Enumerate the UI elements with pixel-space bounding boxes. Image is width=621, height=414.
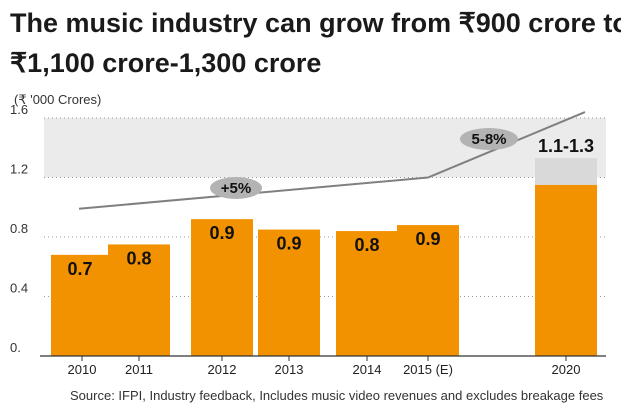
- bar-2012: [191, 219, 253, 356]
- x-tick-label: 2012: [208, 362, 237, 377]
- x-tick-label: 2014: [353, 362, 382, 377]
- trend-line: [78, 111, 586, 210]
- x-tick-label: 2015 (E): [403, 362, 453, 377]
- data-label: 0.7: [67, 259, 92, 279]
- bar-2015-E: [397, 225, 459, 356]
- x-tick-label: 2013: [275, 362, 304, 377]
- plot-area: 0. 0.4 0.8 1.2 1.6 2010 2011 2012 2013 2014 2015 (…: [10, 102, 606, 377]
- bar-2011: [108, 244, 170, 356]
- x-tick-label: 2011: [125, 362, 153, 377]
- data-label: 0.9: [209, 223, 234, 243]
- x-tick-label: 2010: [68, 362, 97, 377]
- data-label: 1.1-1.3: [538, 136, 594, 156]
- data-label: 0.9: [276, 234, 301, 254]
- y-tick-label: 1.2: [10, 162, 28, 177]
- shaded-band: [44, 118, 606, 178]
- source-note: Source: IFPI, Industry feedback, Include…: [70, 388, 604, 403]
- bar-2020: [535, 184, 597, 356]
- y-tick-label: 0.: [10, 340, 21, 355]
- data-label: 0.8: [126, 248, 151, 268]
- chart-title-line-1: The music industry can grow from ₹900 cr…: [10, 8, 621, 38]
- growth-callout-label: +5%: [221, 180, 251, 197]
- y-axis-unit-label: (₹ '000 Crores): [14, 92, 101, 107]
- bar-2013: [258, 229, 320, 356]
- bar-2010: [51, 254, 113, 356]
- bar-2014: [336, 231, 398, 356]
- x-tick-label: 2020: [552, 362, 581, 377]
- y-tick-label: 1.6: [10, 102, 28, 117]
- growth-callout-label: 5-8%: [471, 131, 506, 148]
- range-bar-2020: [535, 158, 597, 185]
- y-tick-label: 0.8: [10, 221, 28, 236]
- data-label: 0.8: [354, 235, 379, 255]
- growth-callout-bubble: [210, 177, 262, 199]
- growth-callout-bubble: [460, 128, 518, 150]
- data-label: 0.9: [415, 229, 440, 249]
- chart-title-line-2: ₹1,100 crore-1,300 crore: [10, 48, 321, 78]
- y-tick-label: 0.4: [10, 281, 28, 296]
